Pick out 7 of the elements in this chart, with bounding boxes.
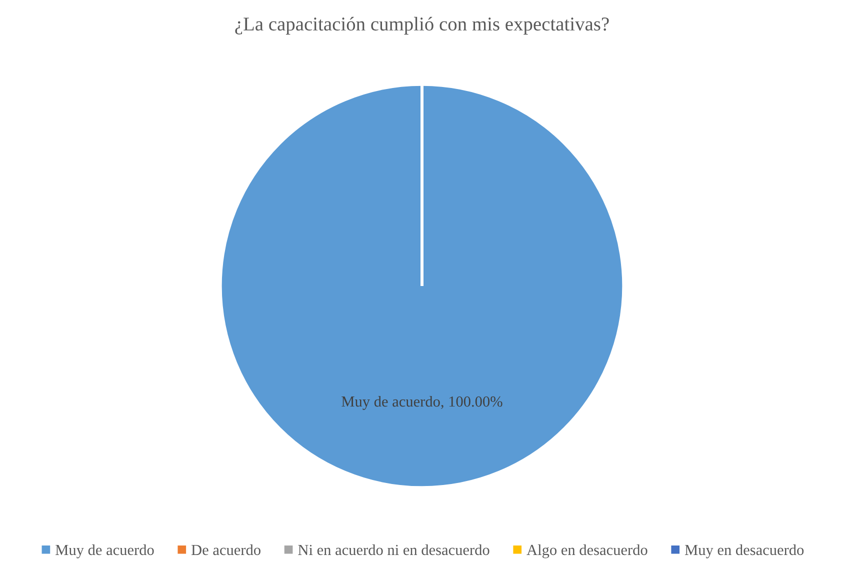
legend-label: Muy en desacuerdo <box>684 544 804 558</box>
legend-label: De acuerdo <box>191 544 260 556</box>
data-label: Muy de acuerdo, 100.00% <box>342 396 502 410</box>
legend-label: Ni en acuerdo ni en desacuerdo <box>298 544 490 556</box>
chart-title: ¿La capacitación cumplió con mis expectativas? <box>235 16 609 35</box>
legend-label: Algo en desacuerdo <box>526 544 648 558</box>
legend-label: Muy de acuerdo <box>56 544 154 558</box>
